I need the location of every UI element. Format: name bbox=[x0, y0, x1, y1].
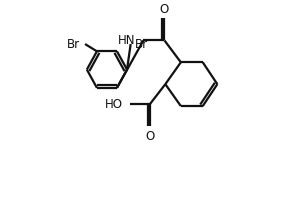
Text: HN: HN bbox=[118, 34, 135, 47]
Text: Br: Br bbox=[135, 38, 148, 50]
Text: Br: Br bbox=[67, 38, 81, 50]
Text: O: O bbox=[145, 130, 155, 143]
Text: HO: HO bbox=[104, 98, 123, 111]
Text: O: O bbox=[160, 3, 169, 16]
